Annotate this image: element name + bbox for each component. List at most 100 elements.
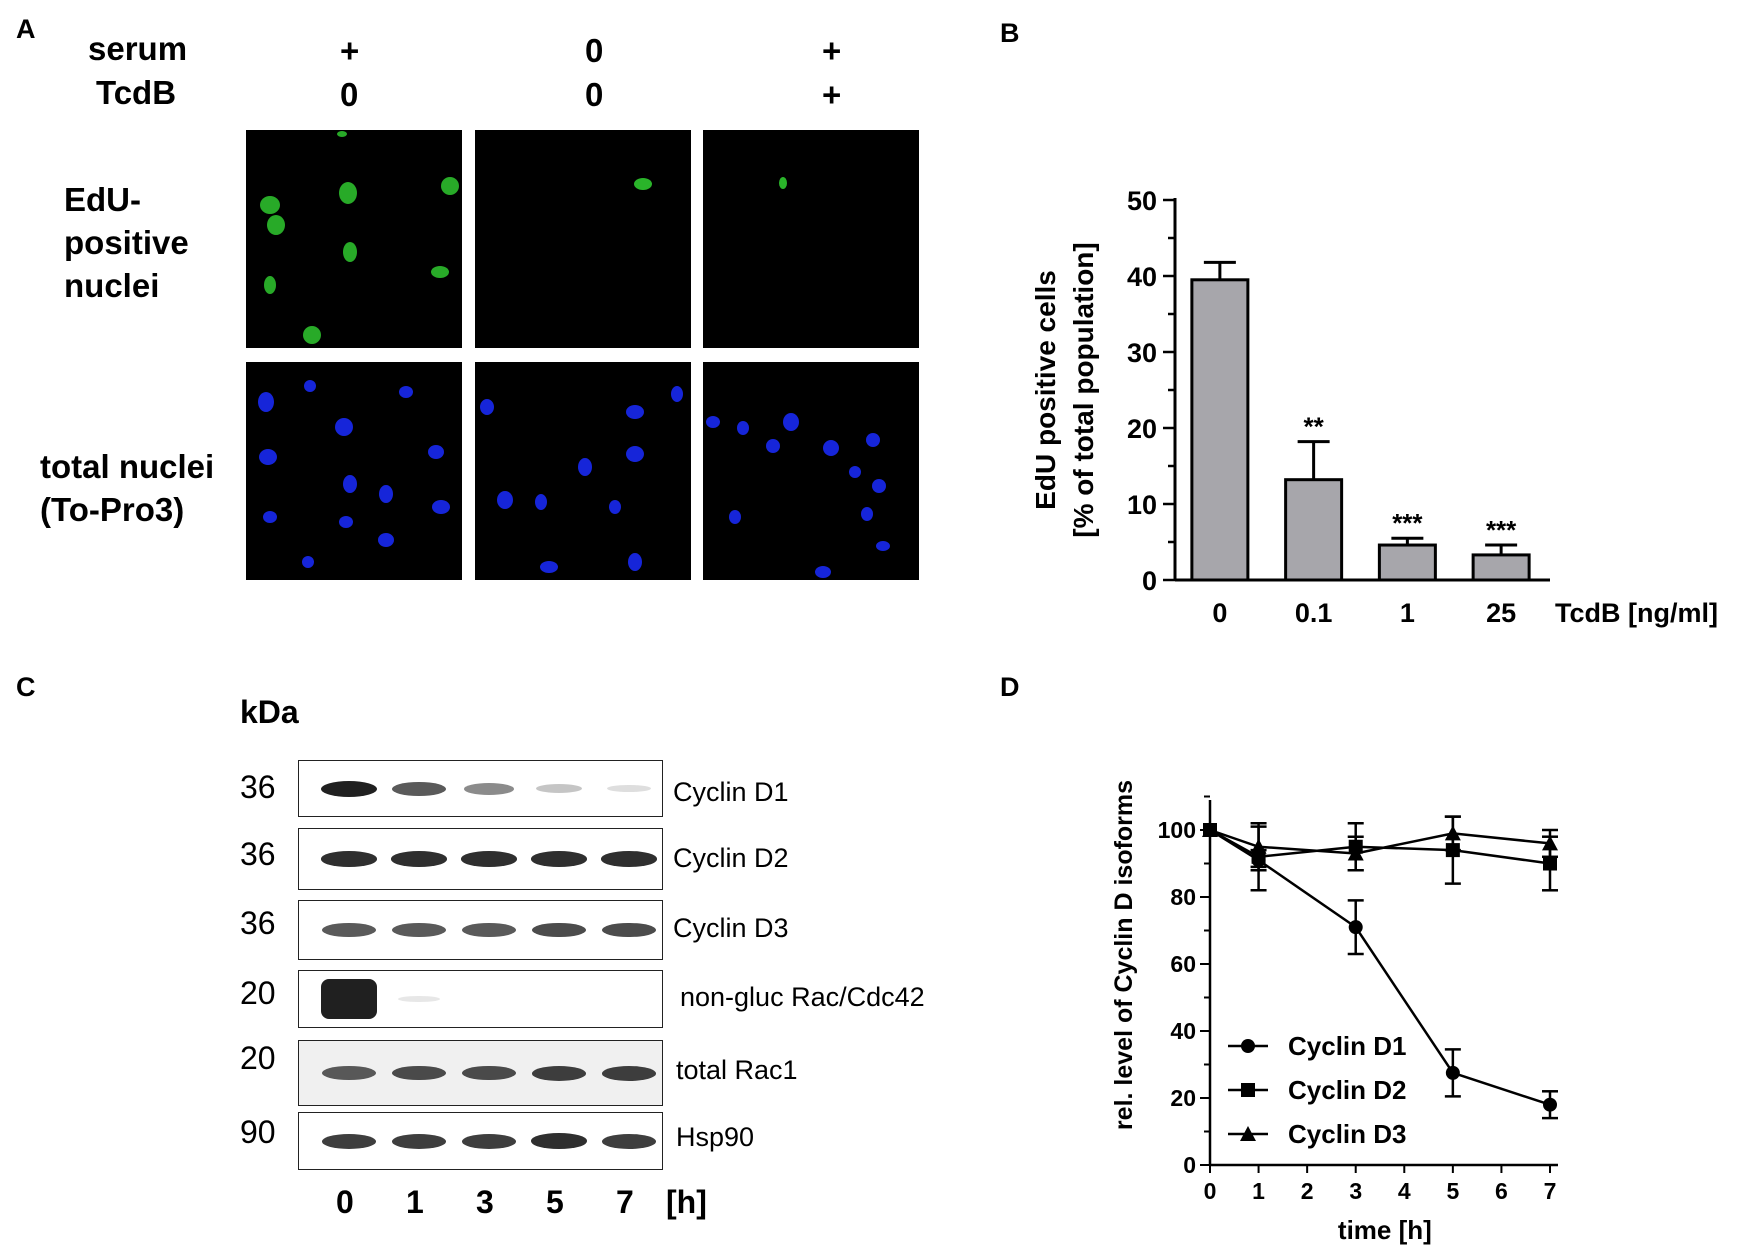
x-tick-label: 5 — [1446, 1178, 1459, 1204]
micrograph-topro-noserum — [475, 362, 691, 580]
y-axis-label: rel. level of Cyclin D isoforms — [1110, 780, 1138, 1130]
blot-band — [531, 1065, 587, 1081]
x-tick-label: 1 — [1400, 598, 1415, 628]
serum-col1: + — [340, 32, 360, 69]
blot-hsp90 — [298, 1112, 663, 1170]
data-point — [1202, 822, 1218, 837]
y-tick-label: 100 — [1158, 817, 1196, 843]
panel-b-letter: B — [1000, 18, 1020, 48]
x-tick-label: 6 — [1495, 1178, 1508, 1204]
blot-band — [322, 923, 376, 937]
micrograph-edu-serum — [246, 130, 462, 348]
lane-label-7: 7 — [616, 1184, 634, 1220]
y-tick-label: 0 — [1183, 1152, 1196, 1178]
blot-non-gluc-rac — [298, 970, 663, 1028]
y-tick-label: 40 — [1170, 1018, 1196, 1044]
data-point — [1347, 845, 1364, 861]
blot-band — [601, 851, 657, 867]
x-tick-label: 7 — [1544, 1178, 1557, 1204]
edu-bar-chart: 0 10 20 30 40 50 0 0.1 ** 1 *** 25 *** TcdB [ng/ml] Ed… — [1030, 186, 1718, 628]
blot-band — [462, 923, 516, 937]
serum-col3: + — [822, 32, 842, 69]
data-point — [1240, 1126, 1256, 1141]
y-tick-label: 20 — [1127, 414, 1157, 444]
x-tick-label: 1 — [1252, 1178, 1265, 1204]
blot-band — [321, 780, 377, 797]
protein-label-hsp90: Hsp90 — [676, 1122, 755, 1152]
panel-c-letter: C — [16, 672, 36, 702]
x-axis-label: time [h] — [1338, 1215, 1432, 1245]
topro-nuclei-image-2 — [480, 386, 683, 573]
data-point — [1241, 1083, 1255, 1097]
x-tick-label: 0 — [1204, 1178, 1217, 1204]
blot-cyclin-d1 — [298, 760, 663, 817]
edu-nuclei-image-2 — [634, 178, 652, 190]
tcdb-col2: 0 — [585, 76, 604, 113]
x-tick-label: 0.1 — [1295, 598, 1333, 628]
blot-band — [462, 1065, 516, 1081]
bar — [1377, 543, 1437, 582]
y-tick-label: 10 — [1127, 490, 1157, 520]
series-triangle — [1202, 815, 1558, 872]
blot-band — [601, 1133, 657, 1149]
blot-band — [391, 851, 447, 867]
blot-band — [392, 781, 446, 796]
x-tick-label: 3 — [1349, 1178, 1362, 1204]
blot-band — [602, 922, 656, 938]
data-point — [1543, 856, 1557, 871]
blot-band — [531, 851, 587, 867]
x-tick-label: 0 — [1212, 598, 1227, 628]
data-point — [1348, 920, 1363, 935]
y-tick-label: 40 — [1127, 262, 1157, 292]
x-tick-label: 4 — [1398, 1178, 1411, 1204]
blot-band — [321, 979, 377, 1019]
serum-header: serum — [88, 30, 188, 67]
y-axis-label-line: EdU positive cells — [1030, 270, 1061, 510]
tcdb-header: TcdB — [96, 74, 177, 111]
bar — [1471, 553, 1531, 582]
blot-cyclin-d2 — [298, 828, 663, 890]
significance-label: ** — [1304, 412, 1325, 442]
kda-row2: 36 — [240, 836, 276, 872]
blot-band — [601, 1065, 657, 1081]
blot-band — [322, 1066, 376, 1080]
data-point — [1250, 838, 1267, 854]
blot-band — [535, 784, 583, 793]
kda-row3: 36 — [240, 905, 276, 941]
blot-total-rac1 — [298, 1040, 663, 1106]
edu-nuclei-image-1 — [260, 131, 459, 344]
data-point — [1543, 1097, 1557, 1112]
protein-label-total-rac1: total Rac1 — [676, 1055, 798, 1085]
micrograph-edu-tcdb — [703, 130, 919, 348]
legend-label: Cyclin D2 — [1288, 1075, 1407, 1105]
y-tick-label: 20 — [1170, 1085, 1196, 1111]
y-tick-label: 30 — [1127, 338, 1157, 368]
lane-label-5: 5 — [546, 1184, 564, 1220]
blot-band — [321, 851, 377, 867]
cyclin-time-course-chart: 0 20 40 60 80 100 0 1 2 3 4 5 6 7 time [h] rel. level o… — [1110, 780, 1558, 1245]
micrograph-topro-serum — [246, 362, 462, 580]
lane-label-1: 1 — [406, 1184, 424, 1220]
legend-entry: Cyclin D2 — [1228, 1075, 1407, 1105]
bar — [1284, 478, 1344, 582]
data-point — [1241, 1039, 1255, 1053]
y-axis-label-line: [% of total population] — [1068, 242, 1099, 538]
kda-row1: 36 — [240, 769, 276, 805]
panel-a-letter: A — [16, 14, 36, 44]
panel-d-letter: D — [1000, 672, 1020, 702]
blot-band — [392, 923, 446, 937]
tcdb-col3: + — [822, 76, 842, 113]
blot-band — [532, 922, 586, 938]
data-point — [1542, 835, 1558, 851]
edu-nuclei-image-3 — [779, 177, 787, 189]
data-point — [1444, 825, 1461, 841]
blot-band — [463, 782, 515, 795]
kda-row5: 20 — [240, 1040, 276, 1076]
y-tick-label: 80 — [1170, 884, 1196, 910]
x-axis-label: TcdB [ng/ml] — [1555, 598, 1718, 628]
micrograph-edu-noserum — [475, 130, 691, 348]
blot-band — [607, 784, 651, 793]
legend-label: Cyclin D1 — [1288, 1031, 1407, 1061]
blot-band — [392, 1065, 446, 1081]
x-tick-label: 2 — [1301, 1178, 1314, 1204]
